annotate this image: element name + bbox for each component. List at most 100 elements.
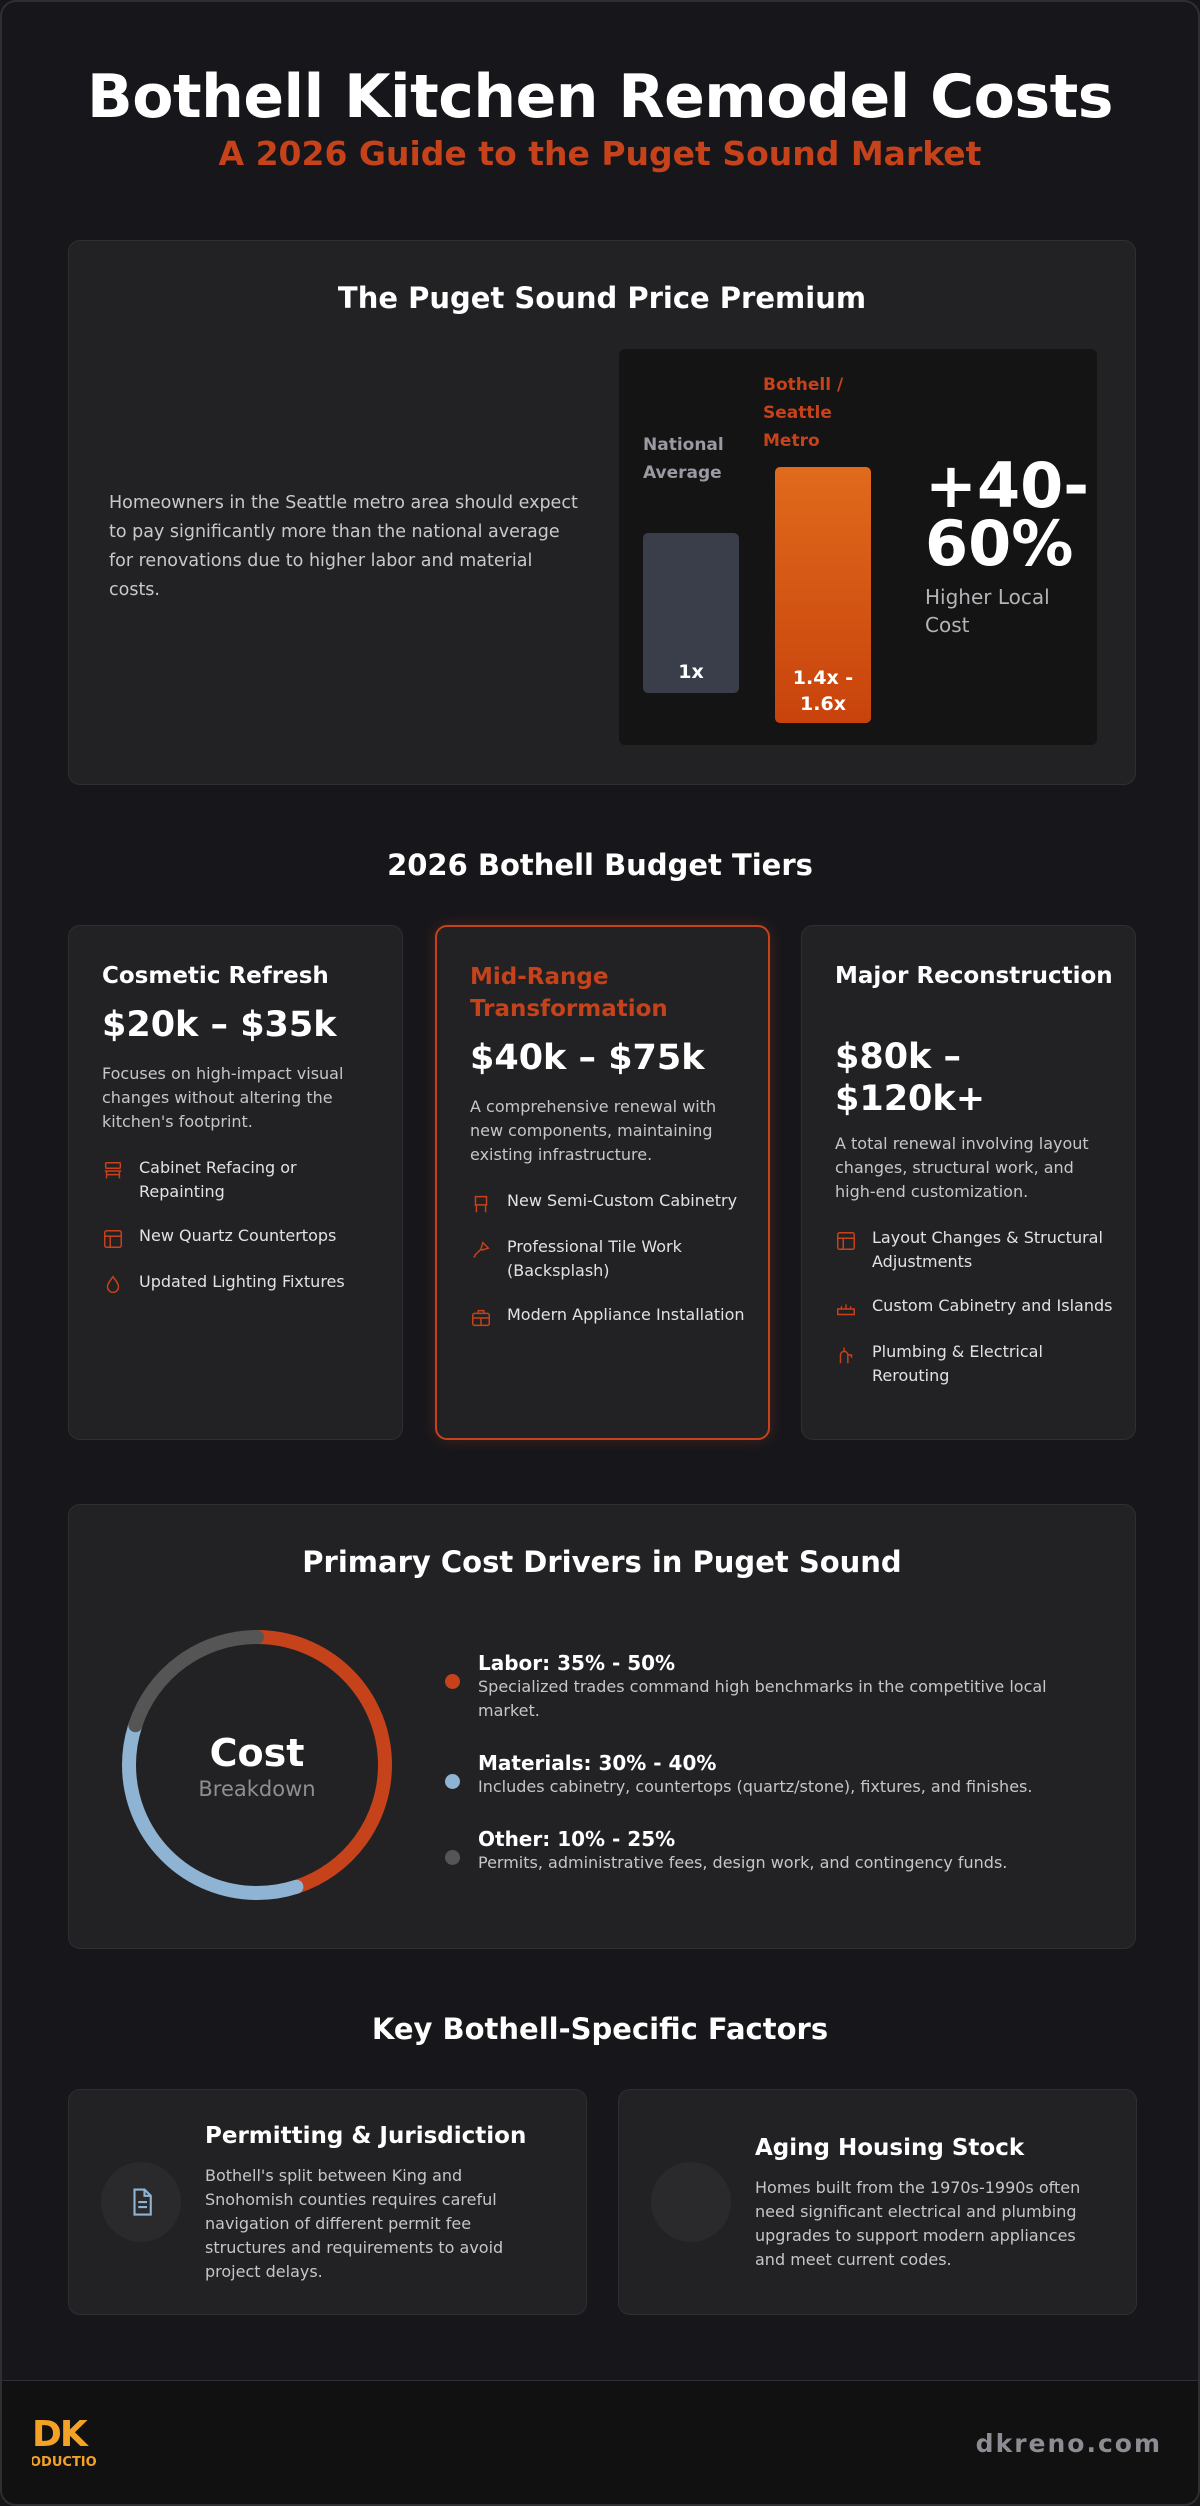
feature-text: Cabinet Refacing or Repainting [139,1158,297,1201]
house-icon [651,2162,731,2242]
national-average-bar: 1x [643,533,739,693]
national-average-label: National Average [643,431,724,487]
feature-text: Updated Lighting Fixtures [139,1272,345,1291]
premium-stat-line-2: 60% [925,507,1074,580]
factor-desc: Bothell's split between King and Snohomi… [205,2166,504,2281]
metro-label-line-2: Seattle [763,403,832,423]
factor-card-permitting: Permitting & Jurisdiction Bothell's spli… [68,2089,587,2315]
list-item: Modern Appliance Installation [470,1303,750,1329]
legend-desc: Specialized trades command high benchmar… [478,1677,1047,1720]
tier-feature-list: Layout Changes & Structural Adjustments … [835,1226,1115,1408]
chair-icon [474,1195,488,1213]
logo-subtext: ODUCTIO [32,2455,97,2470]
national-label-line-2: Average [643,463,722,483]
countertop-icon [104,1230,122,1248]
metro-label: Bothell / Seattle Metro [763,371,843,455]
footer: DK ODUCTIO dkreno.com [2,2380,1198,2504]
legend-name: Materials: 30% - 40% [478,1751,717,1775]
header: Bothell Kitchen Remodel Costs A 2026 Gui… [2,60,1198,174]
premium-title: The Puget Sound Price Premium [337,281,867,315]
metro-bar: 1.4x - 1.6x [775,467,871,723]
legend-dot [445,1674,460,1689]
donut-segment-2 [122,1630,392,1900]
metro-bar-value: 1.4x - 1.6x [775,665,871,717]
premium-stat: +40- 60% [925,449,1089,580]
premium-description: Homeowners in the Seattle metro area sho… [109,493,578,600]
list-item: Plumbing & Electrical Rerouting [835,1340,1115,1388]
tier-description: A total renewal involving layout changes… [835,1134,1089,1201]
list-item: Cabinet Refacing or Repainting [102,1156,382,1204]
factor-card-housing: Aging Housing Stock Homes built from the… [618,2089,1137,2315]
cabinet-icon [104,1162,122,1179]
tier-name: Cosmetic Refresh [102,963,329,989]
dk-logo: DK ODUCTIO [32,2415,98,2475]
cost-breakdown-donut [122,1630,392,1900]
national-label-line-1: National [643,435,724,455]
list-item: Updated Lighting Fixtures [102,1270,382,1296]
document-icon [133,2188,152,2216]
droplet-icon [106,1275,120,1293]
page-subtitle: A 2026 Guide to the Puget Sound Market [218,134,982,173]
layout-icon [837,1232,855,1250]
tier-description: Focuses on high-impact visual changes wi… [102,1064,344,1131]
factor-icon-circle [101,2162,181,2242]
plumbing-icon [839,1347,853,1364]
donut-segment-1 [122,1630,392,1900]
tier-name: Major Reconstruction [835,963,1113,989]
factor-desc: Homes built from the 1970s-1990s often n… [755,2178,1081,2269]
tier-card-major: Major Reconstruction $80k – $120k+ A tot… [801,925,1136,1440]
list-item: New Semi-Custom Cabinetry [470,1189,750,1215]
appliance-icon [472,1309,490,1327]
logo-mark: DK [32,2415,88,2455]
premium-stat-line-1: +40- [925,449,1089,522]
tier-price: $80k – $120k+ [835,1037,986,1119]
factors-title: Key Bothell-Specific Factors [371,2012,829,2046]
list-item: New Quartz Countertops [102,1224,382,1250]
list-item: Layout Changes & Structural Adjustments [835,1226,1115,1274]
tier-card-mid-range: Mid-Range Transformation $40k – $75k A c… [435,925,770,1440]
tier-feature-list: New Semi-Custom Cabinetry Professional T… [470,1189,750,1349]
drivers-title: Primary Cost Drivers in Puget Sound [302,1545,902,1579]
feature-text: Modern Appliance Installation [507,1305,745,1324]
trowel-icon [473,1241,490,1258]
donut-center-subtitle: Breakdown [198,1777,316,1801]
metro-value-line-1: 1.4x - [792,667,854,689]
tier-price: $40k – $75k [470,1038,705,1078]
premium-bar-chart: National Average 1x Bothell / Seattle Me… [619,349,1097,745]
factor-title: Aging Housing Stock [755,2135,1025,2161]
sink-icon [837,1304,855,1316]
national-bar-value: 1x [678,661,704,683]
metro-label-line-1: Bothell / [763,375,844,395]
list-item: Professional Tile Work (Backsplash) [470,1235,750,1283]
legend-name: Other: 10% - 25% [478,1827,676,1851]
tier-feature-list: Cabinet Refacing or Repainting New Quart… [102,1156,382,1316]
factor-title: Permitting & Jurisdiction [205,2123,527,2149]
tier-card-cosmetic: Cosmetic Refresh $20k – $35k Focuses on … [68,925,403,1440]
tier-price: $20k – $35k [102,1005,337,1045]
feature-text: Plumbing & Electrical Rerouting [872,1342,1043,1385]
legend-desc: Permits, administrative fees, design wor… [478,1853,1008,1872]
list-item: Custom Cabinetry and Islands [835,1294,1115,1320]
tier-name: Mid-Range Transformation [470,964,668,1022]
legend-desc: Includes cabinetry, countertops (quartz/… [478,1777,1033,1796]
cost-drivers-card: Primary Cost Drivers in Puget Sound Cost… [68,1504,1136,1949]
tier-description: A comprehensive renewal with new compone… [470,1097,717,1164]
website-link[interactable]: dkreno.com [975,2429,1162,2458]
legend-dot [445,1774,460,1789]
donut-center-title: Cost [209,1731,305,1775]
metro-label-line-3: Metro [763,431,820,451]
feature-text: Layout Changes & Structural Adjustments [872,1228,1103,1271]
legend-dot [445,1850,460,1865]
price-premium-card: The Puget Sound Price Premium Homeowners… [68,240,1136,785]
feature-text: New Quartz Countertops [139,1226,337,1245]
page-title: Bothell Kitchen Remodel Costs [87,62,1113,132]
metro-value-line-2: 1.6x [800,693,846,715]
feature-text: Custom Cabinetry and Islands [872,1296,1113,1315]
tiers-title: 2026 Bothell Budget Tiers [387,848,813,882]
premium-stat-label: Higher Local Cost [925,585,1050,637]
feature-text: New Semi-Custom Cabinetry [507,1191,738,1210]
donut-center-label: Cost Breakdown [117,1731,397,1803]
legend-name: Labor: 35% - 50% [478,1651,676,1675]
feature-text: Professional Tile Work (Backsplash) [507,1237,682,1280]
